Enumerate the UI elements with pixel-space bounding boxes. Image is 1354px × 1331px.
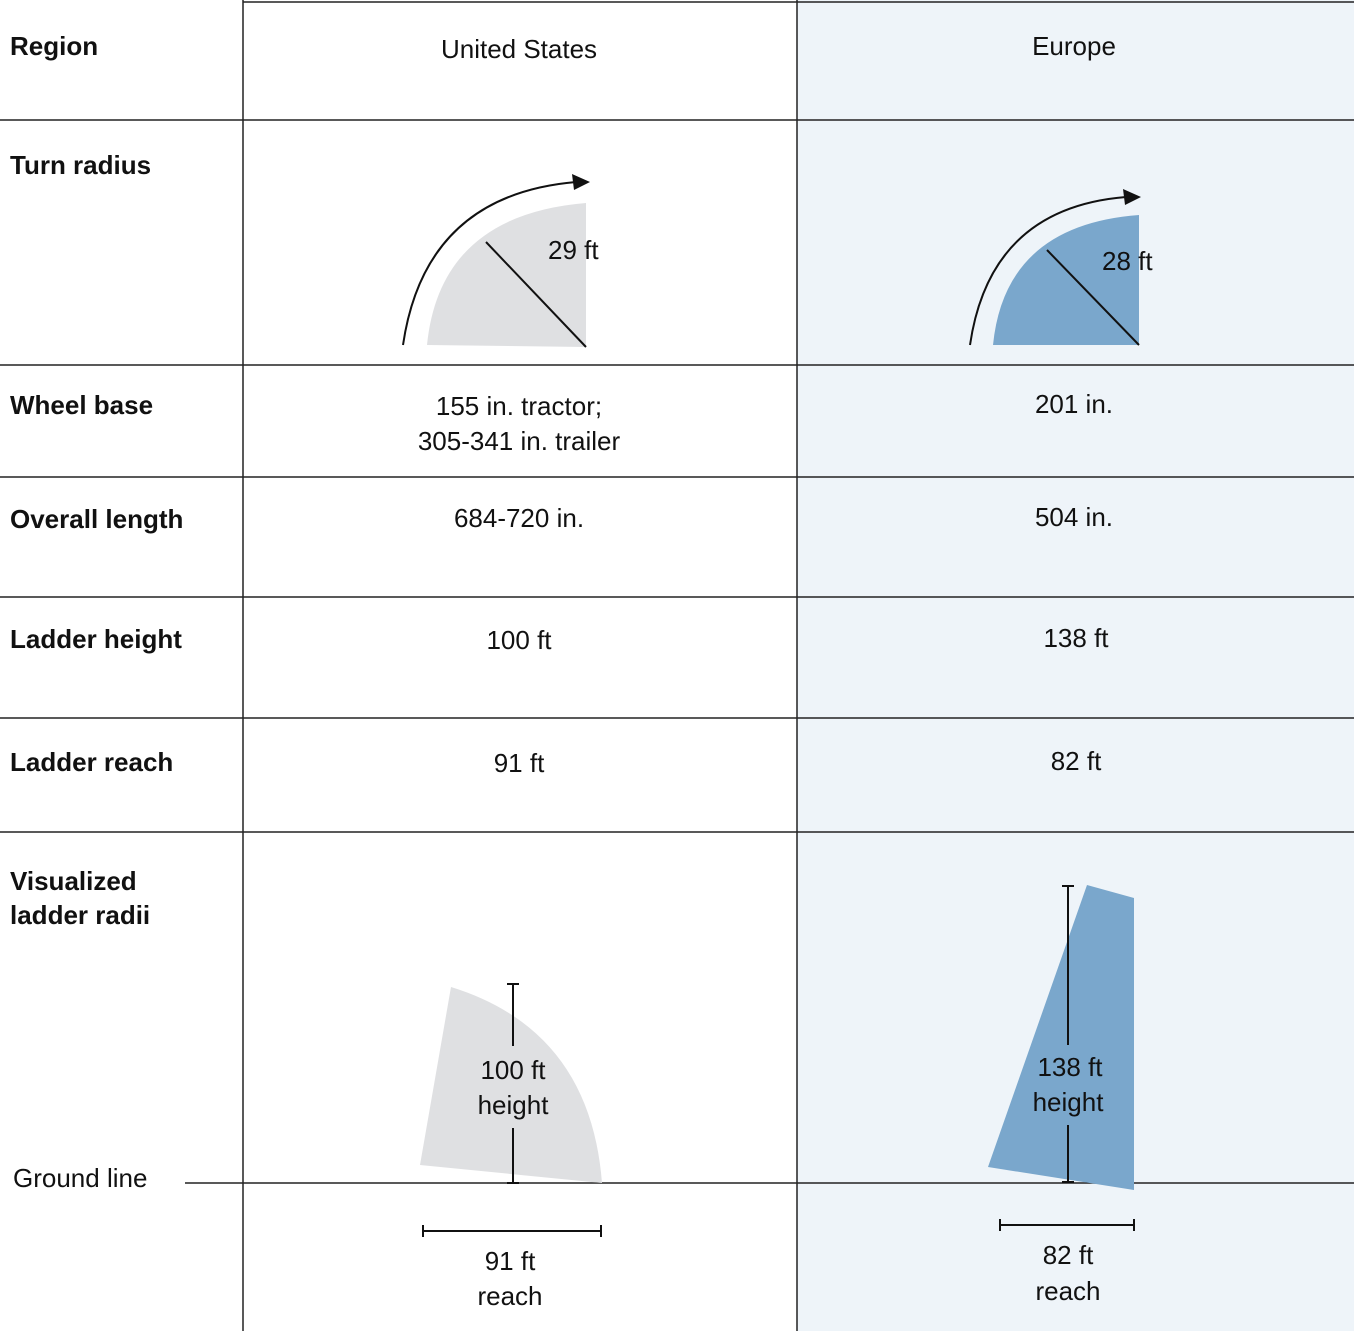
reach-bar: [422, 1225, 602, 1237]
cell-value: 684-720 in.: [454, 503, 584, 533]
reach-label: 91 ft: [485, 1246, 536, 1276]
turn-shape: [427, 203, 586, 347]
reach-label: 82 ft: [1043, 1240, 1094, 1270]
height-label: height: [478, 1090, 550, 1120]
reach-label: reach: [1035, 1276, 1100, 1306]
arrow-head: [1123, 189, 1141, 205]
turn-arrow: [969, 196, 1127, 346]
ground-label: Ground line: [13, 1163, 147, 1193]
radius-line: [1046, 249, 1140, 346]
row-label: Ladder height: [10, 624, 182, 654]
height-bar: [507, 983, 519, 1184]
cell-value: 82 ft: [1051, 746, 1102, 776]
row-label: Ladder reach: [10, 747, 173, 777]
column-header: United States: [441, 34, 597, 64]
cell-value: 28 ft: [1102, 246, 1153, 276]
cell-value: 100 ft: [486, 625, 552, 655]
arrow-head: [572, 174, 590, 190]
row-label: Wheel base: [10, 390, 153, 420]
cell-value: 91 ft: [494, 748, 545, 778]
row-label: ladder radii: [10, 900, 150, 930]
reach-label: reach: [477, 1281, 542, 1311]
column-header: Europe: [1032, 31, 1116, 61]
height-label: 138 ft: [1037, 1052, 1103, 1082]
height-label: 100 ft: [480, 1055, 546, 1085]
turn-arrow: [402, 181, 577, 346]
reach-bar: [999, 1219, 1135, 1231]
turn-shape: [993, 215, 1139, 345]
ladder-shape: [988, 885, 1134, 1190]
cell-value: 138 ft: [1043, 623, 1109, 653]
row-label: Turn radius: [10, 150, 151, 180]
cell-value: 201 in.: [1035, 389, 1113, 419]
cell-value: 155 in. tractor;: [436, 391, 602, 421]
ladder-shape: [420, 987, 602, 1183]
height-bar: [1062, 885, 1074, 1183]
cell-value: 305-341 in. trailer: [418, 426, 621, 456]
cell-value: 504 in.: [1035, 502, 1113, 532]
row-label: Visualized: [10, 866, 137, 896]
row-label: Overall length: [10, 504, 183, 534]
row-label: Region: [10, 31, 98, 61]
height-label: height: [1033, 1087, 1105, 1117]
radius-line: [485, 241, 587, 348]
cell-value: 29 ft: [548, 235, 599, 265]
